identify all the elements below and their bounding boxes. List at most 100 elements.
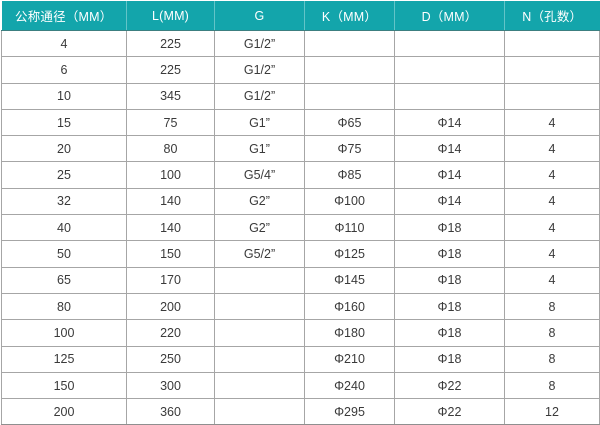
cell-k: Φ75 <box>304 135 395 163</box>
cell-hole-count: 4 <box>504 135 600 163</box>
cell-length: 140 <box>126 188 215 216</box>
cell-d <box>394 83 505 110</box>
cell-d: Φ18 <box>394 319 505 347</box>
column-header-d: D（MM） <box>394 1 505 31</box>
cell-nominal-diameter: 25 <box>1 161 127 189</box>
cell-nominal-diameter: 50 <box>1 240 127 268</box>
cell-thread <box>214 372 305 400</box>
cell-thread <box>214 293 305 321</box>
cell-d: Φ18 <box>394 293 505 321</box>
table-row: 25 100 G5/4” Φ85 Φ14 4 <box>1 161 600 189</box>
cell-length: 140 <box>126 214 215 242</box>
cell-thread: G1/2” <box>214 30 305 58</box>
cell-length: 225 <box>126 56 215 84</box>
table-header: 公称通径（MM） L(MM) G K（MM） D（MM） N（孔数） <box>1 1 600 31</box>
cell-hole-count: 8 <box>504 319 600 347</box>
table-row: 20 80 G1” Φ75 Φ14 4 <box>1 135 600 163</box>
column-header-thread: G <box>214 1 305 31</box>
cell-d <box>394 56 505 84</box>
cell-length: 250 <box>126 346 215 373</box>
table-row: 65 170 Φ145 Φ18 4 <box>1 267 600 294</box>
cell-hole-count: 4 <box>504 267 600 294</box>
cell-d: Φ14 <box>394 135 505 163</box>
column-header-k: K（MM） <box>304 1 395 31</box>
cell-length: 170 <box>126 267 215 294</box>
table-row: 50 150 G5/2” Φ125 Φ18 4 <box>1 240 600 268</box>
cell-d: Φ18 <box>394 267 505 294</box>
cell-thread: G2” <box>214 188 305 216</box>
cell-thread: G5/2” <box>214 240 305 268</box>
header-row: 公称通径（MM） L(MM) G K（MM） D（MM） N（孔数） <box>1 1 600 31</box>
cell-hole-count: 8 <box>504 372 600 400</box>
cell-length: 220 <box>126 319 215 347</box>
cell-thread: G1” <box>214 109 305 137</box>
table-row: 100 220 Φ180 Φ18 8 <box>1 319 600 347</box>
cell-d: Φ18 <box>394 240 505 268</box>
cell-nominal-diameter: 100 <box>1 319 127 347</box>
cell-k <box>304 56 395 84</box>
table-row: 15 75 G1” Φ65 Φ14 4 <box>1 109 600 137</box>
cell-nominal-diameter: 40 <box>1 214 127 242</box>
cell-hole-count: 4 <box>504 214 600 242</box>
cell-nominal-diameter: 32 <box>1 188 127 216</box>
cell-k: Φ100 <box>304 188 395 216</box>
cell-nominal-diameter: 125 <box>1 346 127 373</box>
cell-k: Φ295 <box>304 398 395 425</box>
cell-length: 75 <box>126 109 215 137</box>
cell-hole-count: 8 <box>504 293 600 321</box>
table-row: 200 360 Φ295 Φ22 12 <box>1 398 600 425</box>
table-row: 80 200 Φ160 Φ18 8 <box>1 293 600 321</box>
cell-k: Φ160 <box>304 293 395 321</box>
cell-thread <box>214 319 305 347</box>
cell-d: Φ14 <box>394 161 505 189</box>
cell-d: Φ18 <box>394 214 505 242</box>
cell-nominal-diameter: 150 <box>1 372 127 400</box>
cell-hole-count <box>504 83 600 110</box>
cell-d: Φ14 <box>394 109 505 137</box>
cell-hole-count: 4 <box>504 188 600 216</box>
cell-nominal-diameter: 65 <box>1 267 127 294</box>
cell-d <box>394 30 505 58</box>
cell-hole-count: 8 <box>504 346 600 373</box>
cell-d: Φ22 <box>394 398 505 425</box>
table-row: 32 140 G2” Φ100 Φ14 4 <box>1 188 600 216</box>
cell-thread: G5/4” <box>214 161 305 189</box>
table-row: 10 345 G1/2” <box>1 83 600 110</box>
column-header-length: L(MM) <box>126 1 215 31</box>
cell-thread: G2” <box>214 214 305 242</box>
cell-length: 345 <box>126 83 215 110</box>
cell-d: Φ14 <box>394 188 505 216</box>
cell-d: Φ22 <box>394 372 505 400</box>
cell-k: Φ240 <box>304 372 395 400</box>
cell-length: 200 <box>126 293 215 321</box>
table-row: 150 300 Φ240 Φ22 8 <box>1 372 600 400</box>
cell-nominal-diameter: 80 <box>1 293 127 321</box>
table-row: 4 225 G1/2” <box>1 30 600 58</box>
cell-length: 225 <box>126 30 215 58</box>
cell-thread: G1/2” <box>214 83 305 110</box>
cell-nominal-diameter: 10 <box>1 83 127 110</box>
cell-thread <box>214 267 305 294</box>
cell-length: 300 <box>126 372 215 400</box>
cell-hole-count: 4 <box>504 161 600 189</box>
cell-k: Φ110 <box>304 214 395 242</box>
cell-nominal-diameter: 15 <box>1 109 127 137</box>
cell-hole-count: 4 <box>504 240 600 268</box>
cell-thread: G1” <box>214 135 305 163</box>
cell-k <box>304 30 395 58</box>
cell-k: Φ125 <box>304 240 395 268</box>
cell-hole-count: 4 <box>504 109 600 137</box>
cell-nominal-diameter: 200 <box>1 398 127 425</box>
cell-thread: G1/2” <box>214 56 305 84</box>
cell-thread <box>214 398 305 425</box>
cell-hole-count: 12 <box>504 398 600 425</box>
cell-thread <box>214 346 305 373</box>
cell-nominal-diameter: 4 <box>1 30 127 58</box>
cell-length: 100 <box>126 161 215 189</box>
table-body: 4 225 G1/2” 6 225 G1/2” 10 345 G1/2” 15 75 G1” Φ65 Φ1… <box>1 30 600 425</box>
cell-nominal-diameter: 6 <box>1 56 127 84</box>
cell-k: Φ85 <box>304 161 395 189</box>
column-header-hole-count: N（孔数） <box>504 1 600 31</box>
cell-k <box>304 83 395 110</box>
